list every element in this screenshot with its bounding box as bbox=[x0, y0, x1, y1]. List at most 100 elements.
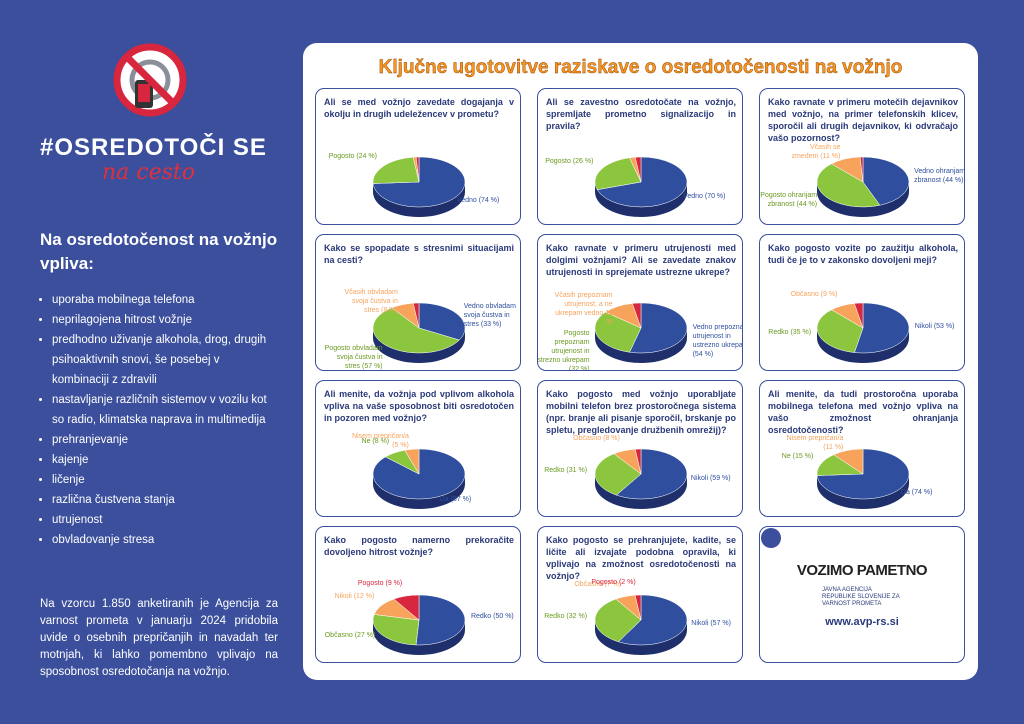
pie-side bbox=[595, 474, 687, 509]
pie-slice bbox=[833, 448, 864, 475]
pie-slice bbox=[617, 594, 688, 646]
pie-slice bbox=[634, 156, 642, 183]
pie-chart bbox=[816, 448, 910, 509]
slice-label: Da (74 %) bbox=[900, 488, 933, 496]
chart-cell: Ali menite, da vožnja pod vplivom alkoho… bbox=[315, 380, 521, 517]
pie-side bbox=[595, 182, 687, 217]
question: Kako pogosto vozite po zaužitju alkohola… bbox=[768, 243, 958, 265]
brand-logo: vozimo pametno bbox=[796, 561, 928, 579]
results-panel: Ključne ugotovitve raziskave o osredotoč… bbox=[303, 43, 978, 680]
slice-label: Nikoli (57 %) bbox=[691, 620, 731, 628]
slice-label: Ne (8 %) bbox=[361, 438, 390, 446]
question: Ali menite, da tudi prostoročna uporaba … bbox=[768, 389, 958, 435]
pie-side bbox=[595, 620, 687, 655]
factor-item: ličenje bbox=[52, 470, 270, 490]
pie-chart bbox=[594, 302, 688, 363]
pie-side bbox=[373, 328, 465, 363]
pie-slice bbox=[854, 302, 864, 329]
pie-chart bbox=[816, 156, 910, 217]
pie-slice bbox=[404, 448, 420, 475]
pie-slice bbox=[412, 302, 420, 329]
question: Kako se spopadate s stresnimi situacijam… bbox=[324, 243, 514, 265]
slice-label: Nikoli (59 %) bbox=[690, 475, 731, 483]
sidebar-heading: Na osredotočenost na vožnjo vpliva: bbox=[40, 230, 278, 273]
factor-item: različna čustvena stanja bbox=[52, 490, 270, 510]
pie-slice bbox=[816, 163, 881, 208]
pie-slice bbox=[372, 156, 420, 184]
slice-label: Včasih obvladam svoja čustva in stres (8… bbox=[344, 289, 398, 315]
slice-label: Vedno (70 %) bbox=[683, 193, 726, 201]
agency-icon bbox=[761, 528, 781, 548]
chart-cell: Kako pogosto med vožnjo uporabljate mobi… bbox=[537, 380, 743, 517]
factor-item: predhodno uživanje alkohola, drog, drugi… bbox=[52, 330, 270, 390]
slice-label: Vedno prepoznam utrujenost in ustrezno u… bbox=[692, 324, 743, 359]
campaign-title: #OSREDOTOČI SE bbox=[40, 134, 267, 161]
chart-cell: Kako ravnate v primeru motečih dejavniko… bbox=[759, 88, 965, 225]
pie-chart bbox=[816, 302, 910, 363]
question: Ali se zavestno osredotočate na vožnjo, … bbox=[546, 97, 736, 131]
question: Ali menite, da vožnja pod vplivom alkoho… bbox=[324, 389, 514, 423]
pie-slice bbox=[418, 302, 466, 341]
slice-label: Občasno (9 %) bbox=[790, 290, 838, 298]
pie-slice bbox=[862, 156, 910, 206]
chart-cell: Kako pogosto se prehranjujete, kadite, s… bbox=[537, 526, 743, 663]
factor-item: utrujenost bbox=[52, 510, 270, 530]
slice-label: Občasno (7 %) bbox=[574, 581, 622, 589]
slice-label: Včasih prepoznam utrujenost, a ne ukrepa… bbox=[554, 291, 613, 326]
factor-item: kajenje bbox=[52, 450, 270, 470]
slice-label: Redko (32 %) bbox=[544, 613, 588, 621]
survey-note: Na vzorcu 1.850 anketiranih je Agencija … bbox=[40, 598, 278, 678]
slice-label: Vedno (74 %) bbox=[456, 196, 500, 204]
chart-cell: Ali se zavestno osredotočate na vožnjo, … bbox=[537, 88, 743, 225]
chart-cell: Ali menite, da tudi prostoročna uporaba … bbox=[759, 380, 965, 517]
slice-label: Pogosto ohranjam zbranost (44 %) bbox=[760, 191, 818, 208]
pie-slice bbox=[632, 302, 642, 329]
pie-chart bbox=[594, 448, 688, 509]
slice-label: Da (87 %) bbox=[439, 496, 472, 504]
factor-item: uporaba mobilnega telefona bbox=[52, 290, 270, 310]
slice-label: Pogosto (26 %) bbox=[545, 158, 594, 166]
pie-slice bbox=[816, 309, 864, 353]
logo-cell: vozimo pametno JAVNA AGENCIJA REPUBLIKE … bbox=[759, 526, 965, 663]
slice-label: Pogosto prepoznam utrujenost in ustrezno… bbox=[537, 330, 590, 371]
pie-side bbox=[595, 328, 687, 363]
pie-chart bbox=[372, 448, 466, 509]
pie-slice bbox=[859, 156, 864, 183]
factor-item: obvladovanje stresa bbox=[52, 530, 270, 550]
pie-slice bbox=[415, 594, 466, 646]
agency-name: JAVNA AGENCIJA REPUBLIKE SLOVENIJE ZA VA… bbox=[822, 586, 900, 607]
question: Kako pogosto se prehranjujete, kadite, s… bbox=[546, 535, 736, 581]
campaign-subtitle: na cesto bbox=[102, 160, 195, 185]
slice-label: Vedno ohranjam zbranost (44 %) bbox=[914, 167, 965, 184]
pie-side bbox=[817, 182, 909, 217]
factor-item: prehranjevanje bbox=[52, 430, 270, 450]
slice-label: Nisem prepričan/a (11 %) bbox=[786, 434, 844, 451]
slice-label: Redko (35 %) bbox=[768, 329, 812, 337]
slice-label: Ne (15 %) bbox=[781, 452, 814, 460]
campaign-icon bbox=[113, 43, 187, 117]
panel-title: Ključne ugotovitve raziskave o osredotoč… bbox=[378, 57, 903, 78]
slice-label: Redko (50 %) bbox=[470, 613, 514, 621]
pie-slice bbox=[594, 598, 642, 643]
chart-cell: Kako ravnate v primeru utrujenosti med d… bbox=[537, 234, 743, 371]
pie-slice bbox=[594, 157, 642, 191]
question: Kako pogosto med vožnjo uporabljate mobi… bbox=[546, 389, 736, 435]
chart-cell: Kako se spopadate s stresnimi situacijam… bbox=[315, 234, 521, 371]
chart-cell: Kako pogosto namerno prekoračite dovolje… bbox=[315, 526, 521, 663]
pie-chart bbox=[594, 594, 688, 655]
website: www.avp-rs.si bbox=[825, 615, 899, 628]
pie-chart bbox=[372, 156, 466, 217]
slice-label: Redko (31 %) bbox=[544, 467, 588, 475]
slice-label: Nikoli (12 %) bbox=[334, 593, 375, 601]
question: Kako ravnate v primeru utrujenosti med d… bbox=[546, 243, 736, 277]
pie-slice bbox=[372, 307, 460, 354]
pie-chart bbox=[594, 156, 688, 217]
pie-side bbox=[373, 620, 465, 655]
slice-label: Občasno (8 %) bbox=[573, 435, 620, 443]
slice-label: Pogosto obvladam svoja čustva in stres (… bbox=[324, 344, 383, 370]
factor-item: neprilagojena hitrost vožnje bbox=[52, 310, 270, 330]
question: Ali se med vožnjo zavedate dogajanja v o… bbox=[324, 97, 514, 119]
slice-label: Včasih se zmedem (11 %) bbox=[791, 143, 841, 160]
pie-slice bbox=[596, 156, 688, 208]
